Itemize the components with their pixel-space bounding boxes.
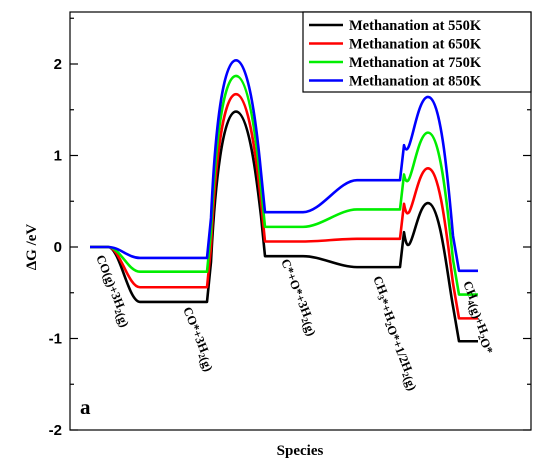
plot-frame <box>69 11 532 431</box>
species-label-3: C*+O*+3H2(g) <box>275 257 321 338</box>
x-axis-title: Species <box>277 443 324 459</box>
series-line-2 <box>90 92 478 320</box>
y-axis-ticks: -2 -1 0 1 2 <box>49 17 531 439</box>
y-tick-label: -1 <box>49 331 62 348</box>
species-label-4: CH3*+H2O*+1/2H2(g) <box>362 274 428 393</box>
series-layer <box>90 59 478 343</box>
y-tick-label: 2 <box>54 56 62 73</box>
species-label-2: CO*+3H2(g) <box>177 305 218 374</box>
legend: Methanation at 550K Methanation at 650K Me… <box>302 11 532 93</box>
panel-label: a <box>80 395 91 419</box>
legend-label-2: Methanation at 650K <box>349 37 482 53</box>
y-axis-title: ΔG /eV <box>24 224 40 271</box>
legend-label-1: Methanation at 550K <box>349 18 482 34</box>
legend-label-3: Methanation at 750K <box>349 55 482 71</box>
series-line-1 <box>90 110 478 343</box>
y-tick-label: 1 <box>54 148 62 165</box>
legend-label-4: Methanation at 850K <box>349 74 482 90</box>
series-line-4 <box>90 59 478 273</box>
y-tick-label: 0 <box>54 239 62 256</box>
species-labels: CO(g)+3H2(g) CO*+3H2(g)C*+O*+3H2(g)CH3*+H… <box>93 253 496 393</box>
y-tick-label: -2 <box>49 422 62 439</box>
